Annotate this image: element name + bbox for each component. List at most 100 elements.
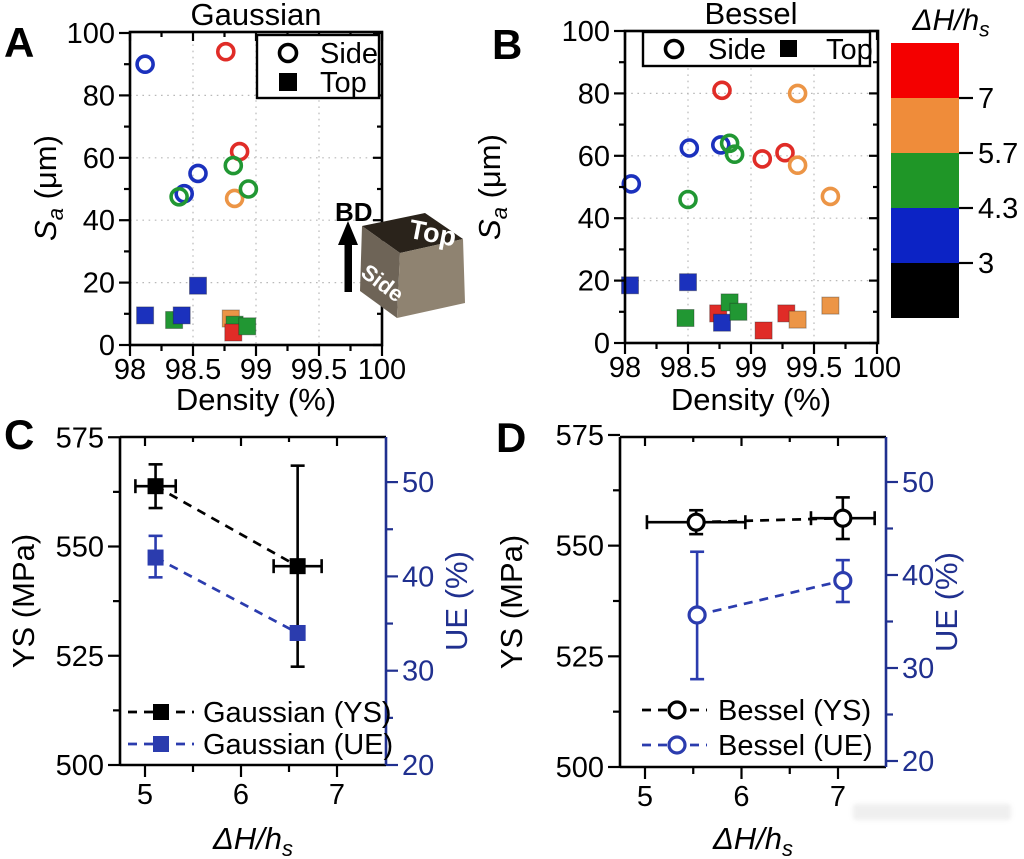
x-tick-label: 99 [735, 352, 767, 384]
y-left-axis-label: YS (MPa) [6, 534, 41, 668]
data-point-side [787, 155, 808, 175]
y-left-tick-label: 550 [556, 531, 604, 563]
colorbar-segment-blue [891, 208, 959, 263]
x-tick-label: 99.5 [291, 354, 347, 386]
x-tick-label: 100 [358, 354, 406, 386]
data-point-side [775, 142, 795, 163]
x-tick-label: 98 [609, 352, 641, 384]
y-left-tick-label: 575 [56, 422, 104, 454]
y-tick-label: 40 [83, 205, 115, 237]
colorbar: ΔH/hs 7 5.7 4.3 3 [891, 4, 1018, 318]
data-point [833, 508, 853, 528]
label-main: S [28, 220, 63, 241]
panel-title: Bessel [704, 0, 797, 31]
data-point-side [787, 83, 808, 104]
label-main: ΔH/h [212, 821, 282, 856]
x-axis-label: Density (%) [176, 382, 336, 417]
data-point-side [216, 41, 236, 62]
label-main: ΔH/h [911, 4, 979, 37]
data-point-top [713, 313, 731, 332]
panel-label-d: D [496, 414, 527, 461]
legend-marker [153, 704, 169, 720]
x-tick-label: 6 [733, 781, 749, 813]
y-tick-label: 100 [562, 16, 610, 48]
panel-B-chart: 98 98.5 99 99.5 100 0 20 40 60 80 100 Bessel Density… [472, 0, 901, 417]
y-right-tick-label: 20 [402, 750, 434, 782]
data-point-top [676, 309, 695, 327]
panel-D-chart: 5 6 7 500 525 550 575 20 30 40 50 ΔH/hs YS (MPa) UE (… [494, 420, 964, 859]
legend-top-marker [780, 40, 797, 57]
y-tick-label: 60 [578, 141, 610, 173]
y-right-tick-label: 50 [402, 467, 434, 499]
y-tick-label: 0 [594, 328, 610, 360]
panel-title: Gaussian [191, 0, 322, 32]
panel-C-chart: 5 6 7 500 525 550 575 20 30 40 50 ΔH/hs YS (MPa) UE (… [6, 422, 474, 859]
data-point-top [729, 302, 748, 321]
colorbar-segment-black [891, 263, 959, 318]
legend-label: Gaussian (YS) [203, 697, 392, 729]
colorbar-tick-label: 4.3 [978, 193, 1018, 225]
cube-front-face [397, 239, 465, 318]
y-tick-label: 20 [578, 266, 610, 298]
y-left-tick-label: 575 [556, 420, 604, 452]
y-tick-label: 40 [578, 203, 610, 235]
panel-label-a: A [4, 19, 35, 66]
y-tick-label: 100 [67, 18, 115, 50]
data-point-side [724, 144, 745, 164]
legend-marker [667, 700, 687, 720]
data-point-top [679, 273, 697, 292]
label-rest: (μm) [28, 135, 63, 208]
x-tick-label: 5 [637, 781, 653, 813]
legend-side-label: Side [708, 34, 766, 66]
legend-label: Gaussian (UE) [203, 729, 393, 761]
x-axis-label: Density (%) [671, 382, 831, 417]
y-left-tick-label: 550 [56, 532, 104, 564]
label-main: ΔH/h [712, 821, 782, 856]
x-tick-label: 7 [830, 781, 846, 813]
data-point-top [189, 276, 207, 295]
y-left-tick-label: 525 [56, 641, 104, 673]
cube-inset: BD Top Side [335, 197, 465, 318]
y-right-tick-label: 20 [902, 746, 934, 778]
data-point-side [223, 155, 244, 176]
legend-marker [153, 736, 169, 752]
data-point-side [679, 138, 700, 158]
y-left-tick-label: 500 [56, 750, 104, 782]
panel-label-c: C [4, 411, 35, 458]
series-line [154, 485, 299, 568]
y-left-axis-label: YS (MPa) [494, 535, 529, 669]
y-right-axis-label: UE (%) [439, 551, 474, 651]
colorbar-tick-label: 7 [978, 83, 994, 115]
x-tick-label: 99 [240, 354, 272, 386]
data-point-side [678, 189, 698, 210]
data-point [833, 570, 853, 591]
legend-box [255, 33, 381, 100]
y-right-tick-label: 50 [902, 467, 934, 499]
cube-top-face [362, 213, 463, 253]
x-tick-label: 98.5 [165, 354, 221, 386]
x-tick-label: 99.5 [786, 352, 842, 384]
legend-label: Bessel (YS) [718, 695, 871, 727]
x-tick-label: 6 [233, 779, 249, 811]
data-point-top [238, 317, 257, 336]
x-axis-label: ΔH/hs [212, 821, 293, 859]
bd-label: BD [335, 197, 373, 227]
legend-marker [667, 735, 687, 755]
data-point [289, 558, 306, 575]
data-point-side [710, 135, 731, 155]
data-point [687, 605, 707, 625]
y-right-tick-label: 40 [902, 560, 934, 592]
data-point-side [621, 174, 642, 194]
legend-side-marker [663, 38, 685, 60]
x-tick-label: 5 [137, 779, 153, 811]
data-point [147, 549, 164, 566]
watermark [853, 804, 1011, 820]
label-main: S [472, 219, 507, 240]
data-point [686, 512, 706, 532]
x-tick-label: 98 [114, 354, 146, 386]
series-line [696, 579, 844, 617]
bd-arrow-head [338, 221, 358, 245]
colorbar-tick-label: 5.7 [978, 138, 1018, 170]
legend-top-label: Top [826, 34, 873, 66]
